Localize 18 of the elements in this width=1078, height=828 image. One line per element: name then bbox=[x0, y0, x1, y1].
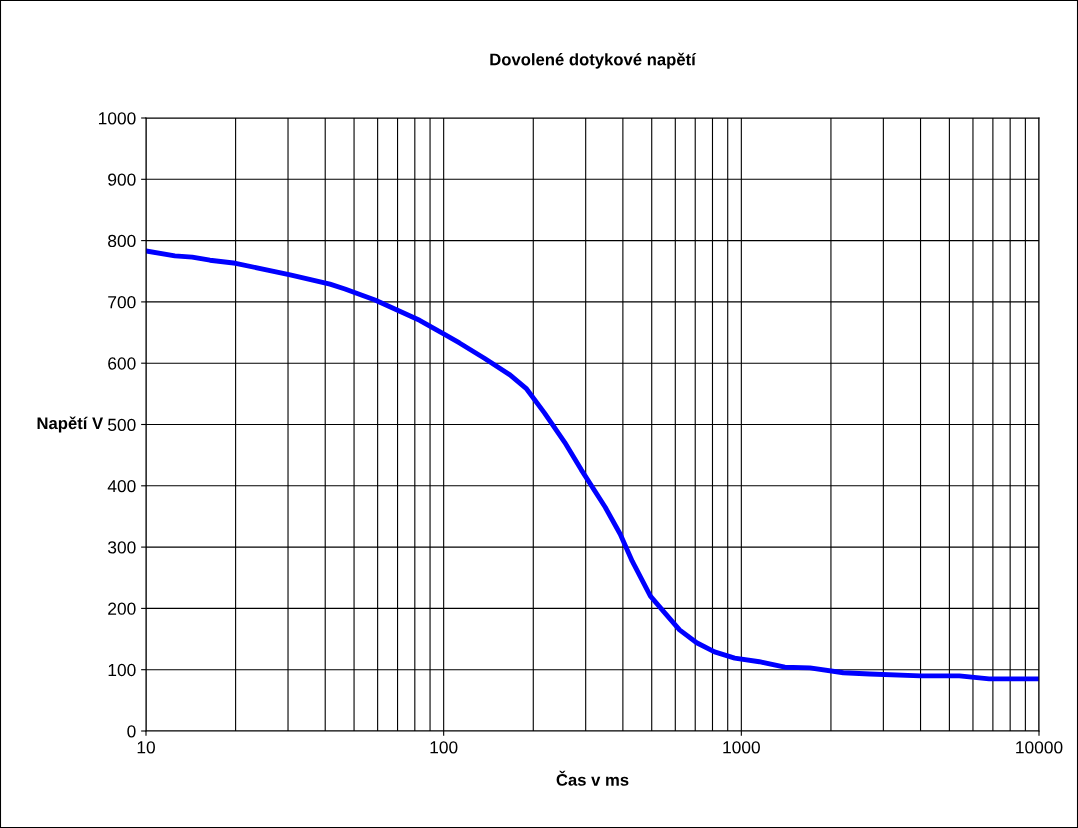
y-tick-label: 800 bbox=[108, 234, 136, 248]
y-tick-label: 500 bbox=[108, 418, 136, 431]
x-tick-label: 10000 bbox=[1016, 741, 1063, 754]
x-axis-title: Čas v ms bbox=[556, 770, 629, 786]
y-tick-label: 300 bbox=[107, 541, 136, 554]
y-tick-label: 400 bbox=[107, 479, 136, 493]
y-tick-label: 100 bbox=[108, 663, 136, 677]
y-tick-label: 1000 bbox=[98, 112, 136, 125]
y-axis-title: Napětí V bbox=[37, 416, 104, 433]
y-tick-label: 700 bbox=[108, 296, 136, 309]
y-tick-label: 200 bbox=[108, 602, 136, 615]
x-tick-label: 1000 bbox=[723, 741, 760, 754]
y-tick-label: 900 bbox=[108, 173, 136, 186]
chart-title: Dovolené dotykové napětí bbox=[490, 52, 697, 69]
x-tick-label: 100 bbox=[430, 741, 458, 754]
y-tick-label: 600 bbox=[108, 357, 136, 370]
x-tick-label: 10 bbox=[137, 741, 155, 754]
y-tick-label: 0 bbox=[127, 725, 136, 738]
